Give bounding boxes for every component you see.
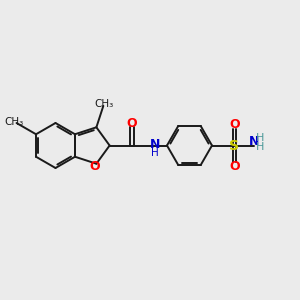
Text: H: H	[151, 148, 158, 158]
Text: H: H	[256, 133, 264, 143]
Text: O: O	[90, 160, 101, 172]
Text: CH₃: CH₃	[94, 99, 114, 109]
Text: O: O	[229, 160, 240, 173]
Text: H: H	[256, 142, 264, 152]
Text: N: N	[149, 137, 160, 151]
Text: CH₃: CH₃	[5, 117, 24, 127]
Text: N: N	[249, 135, 260, 148]
Text: O: O	[229, 118, 240, 131]
Text: O: O	[127, 117, 137, 130]
Text: S: S	[230, 139, 239, 152]
